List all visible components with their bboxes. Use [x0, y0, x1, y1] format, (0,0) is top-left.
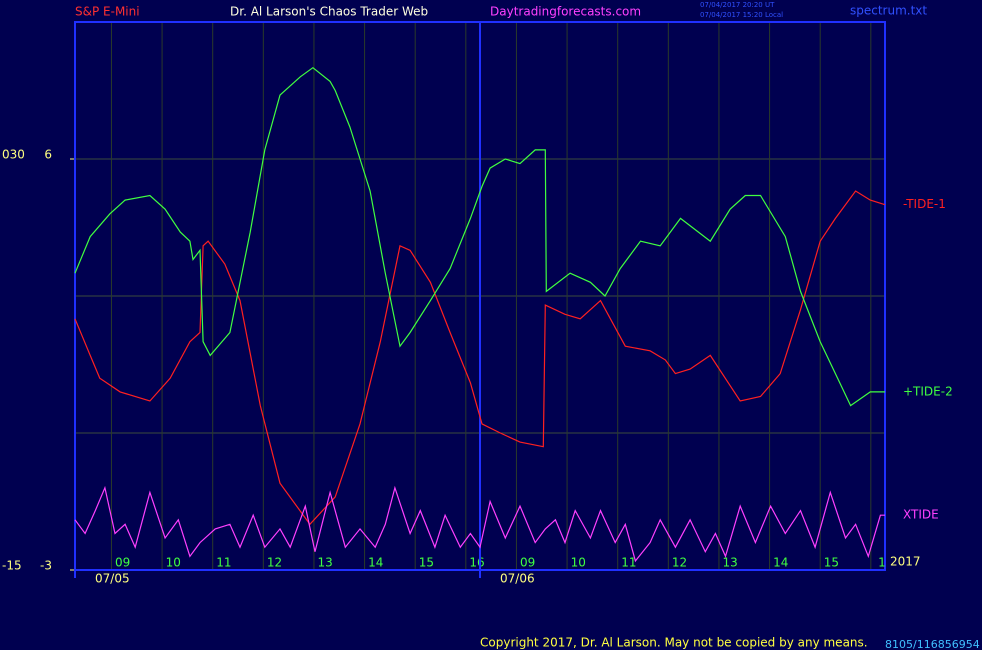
- x-tick-label: 15: [824, 556, 839, 570]
- y-tick-label: 6: [44, 148, 52, 162]
- file-name: spectrum.txt: [850, 4, 927, 18]
- x-tick-label: 09: [520, 556, 535, 570]
- x-tick-label: 10: [166, 556, 181, 570]
- x-tick-label: 1: [878, 556, 886, 570]
- x-tick-label: 11: [621, 556, 636, 570]
- series-line: [74, 485, 885, 563]
- symbol: S&P E-Mini: [75, 5, 140, 19]
- timestamp: 07/04/2017 20:20 UT: [700, 1, 775, 9]
- x-tick-label: 12: [267, 556, 282, 570]
- legend-label: +TIDE-2: [903, 384, 953, 398]
- chart-title: Dr. Al Larson's Chaos Trader Web: [230, 5, 428, 19]
- legend-label: XTIDE: [903, 508, 939, 522]
- x-tick-label: 16: [469, 556, 484, 570]
- x-tick-label: 11: [216, 556, 231, 570]
- y-tick-label: -3: [40, 559, 52, 573]
- x-tick-label: 09: [115, 556, 130, 570]
- x-tick-label: 12: [672, 556, 687, 570]
- series-line: [74, 66, 885, 407]
- x-tick-label: 10: [571, 556, 586, 570]
- x-tick-label: 13: [722, 556, 737, 570]
- timestamp: 07/04/2017 15:20 Local: [700, 11, 783, 19]
- y2-tick-label: 030: [2, 148, 25, 162]
- y2-tick-label: -15: [2, 559, 22, 573]
- x-tick-label: 15: [419, 556, 434, 570]
- day-label: 07/05: [95, 572, 130, 586]
- x-tick-label: 13: [317, 556, 332, 570]
- counter: 8105/116856954: [885, 638, 980, 650]
- day-label: 07/06: [500, 572, 535, 586]
- x-tick-label: 14: [773, 556, 788, 570]
- website: Daytradingforecasts.com: [490, 5, 641, 19]
- copyright: Copyright 2017, Dr. Al Larson. May not b…: [480, 636, 868, 650]
- year: 2017: [890, 555, 921, 569]
- x-tick-label: 14: [368, 556, 383, 570]
- legend-label: -TIDE-1: [903, 197, 946, 211]
